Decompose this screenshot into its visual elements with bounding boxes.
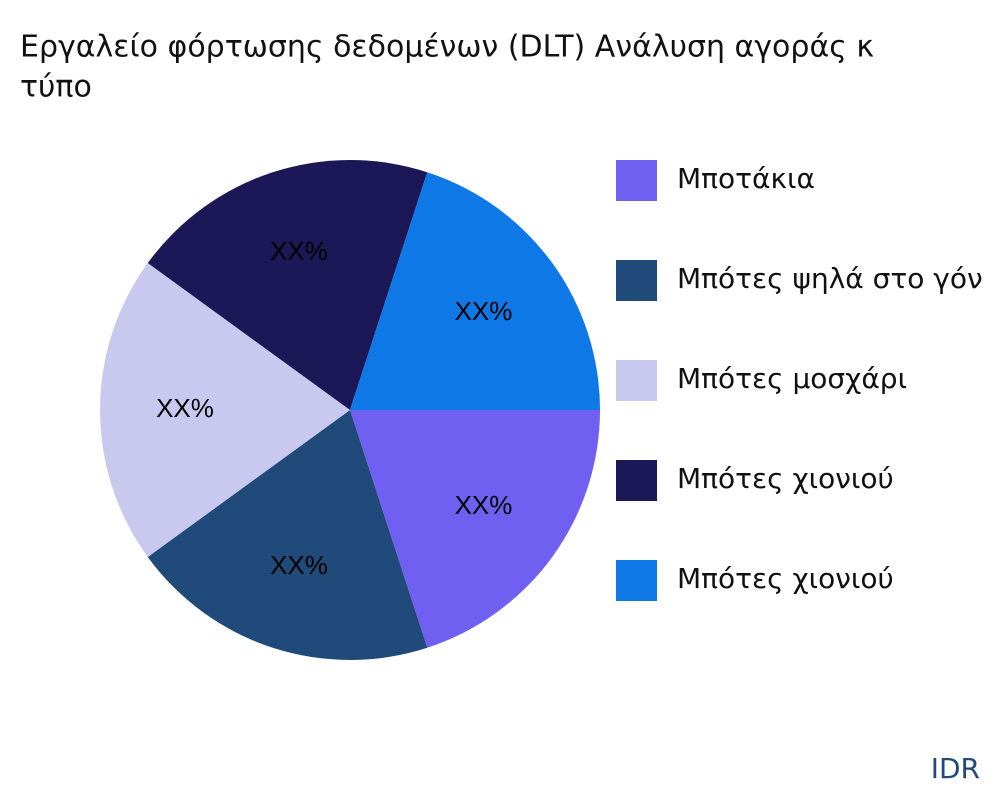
chart-title: τύπο	[20, 70, 92, 105]
slice-label: XX%	[270, 236, 328, 266]
pie-slice	[147, 410, 428, 660]
pie-slice	[350, 172, 600, 410]
pie-slice	[350, 410, 600, 648]
legend-label: Μπότες ψηλά στο γόν	[677, 262, 983, 295]
slice-label: XX%	[455, 490, 513, 520]
chart-title: Εργαλείο φόρτωσης δεδομένων (DLT) Ανάλυσ…	[20, 30, 874, 65]
watermark: IDR	[931, 752, 980, 785]
legend-label: Μπότες χιονιού	[677, 562, 894, 595]
slice-label: XX%	[156, 393, 214, 423]
legend-label: Μποτάκια	[677, 162, 815, 195]
pie-slice	[100, 263, 350, 557]
legend-swatch	[616, 260, 657, 301]
legend-swatch	[616, 360, 657, 401]
slice-label: XX%	[270, 550, 328, 580]
legend-swatch	[616, 560, 657, 601]
slice-label: XX%	[455, 296, 513, 326]
legend-swatch	[616, 460, 657, 501]
legend-swatch	[616, 160, 657, 201]
pie-slice	[147, 160, 428, 410]
legend-label: Μπότες μοσχάρι	[677, 362, 907, 395]
legend-label: Μπότες χιονιού	[677, 462, 894, 495]
